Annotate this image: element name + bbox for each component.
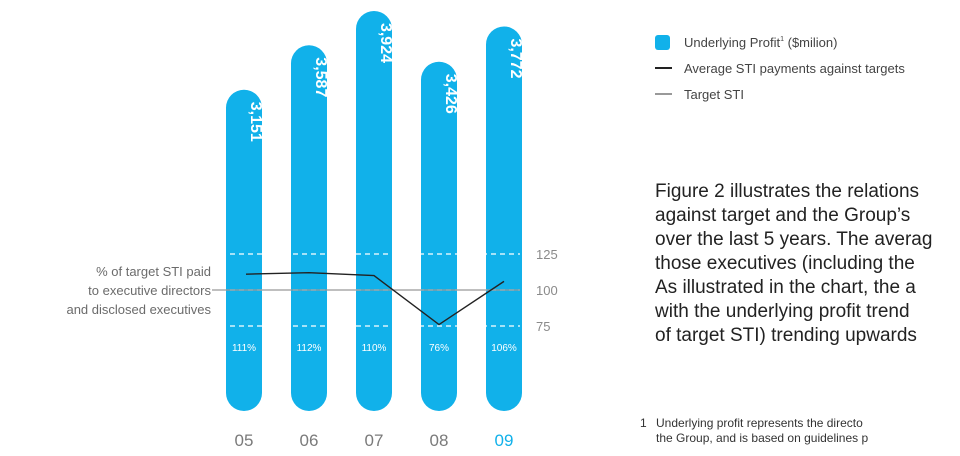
bar-value-label: 3,924 — [377, 23, 394, 63]
legend: Underlying Profit1 ($milion) Average STI… — [655, 29, 905, 107]
x-tick-label: 08 — [430, 431, 449, 450]
x-tick-label: 05 — [235, 431, 254, 450]
x-tick-label: 09 — [495, 431, 514, 450]
bar — [486, 26, 522, 411]
body-line: those executives (including the — [655, 253, 915, 274]
body-line: Figure 2 illustrates the relations — [655, 181, 920, 202]
series-line-average-sti — [245, 272, 505, 326]
bar — [421, 61, 457, 411]
footnote-number: 1 — [640, 416, 647, 430]
legend-line-average-sti — [655, 67, 672, 69]
body-paragraph: Figure 2 illustrates the relations again… — [655, 180, 960, 348]
legend-swatch-profit — [655, 34, 670, 50]
body-line: As illustrated in the chart, the a — [655, 277, 916, 298]
footnote-line: Underlying profit represents the directo — [656, 416, 863, 430]
y2-axis-label: % of target STI paid to executive direct… — [66, 264, 211, 317]
legend-item-profit: Underlying Profit1 ($milion) — [655, 29, 905, 55]
bar-value-label: 3,772 — [507, 38, 524, 78]
footnote-line: the Group, and is based on guidelines p — [656, 431, 869, 445]
sti-percent-label: 76% — [429, 343, 449, 354]
sti-percent-label: 112% — [297, 343, 322, 354]
body-line: against target and the Group’s — [655, 205, 911, 226]
y2-tick-label: 100 — [536, 283, 558, 298]
bar — [226, 89, 262, 411]
legend-label-target-sti: Target STI — [684, 86, 744, 102]
legend-label-average-sti: Average STI payments against targets — [684, 60, 905, 76]
x-tick-label: 06 — [300, 431, 319, 450]
legend-item-target-sti: Target STI — [655, 81, 905, 107]
sti-percent-label: 106% — [491, 343, 517, 354]
sti-percent-label: 111% — [232, 343, 256, 354]
bar-value-label: 3,426 — [442, 74, 459, 114]
footnote: 1 Underlying profit represents the direct… — [640, 416, 868, 446]
y2-tick-label: 75 — [536, 319, 550, 334]
bar — [291, 45, 327, 411]
bar-value-label: 3,587 — [312, 57, 329, 97]
body-line: of target STI) trending upwards — [655, 325, 917, 346]
x-tick-label: 07 — [365, 431, 384, 450]
body-line: over the last 5 years. The averag — [655, 229, 933, 250]
bar-value-label: 3,151 — [247, 102, 264, 142]
y2-tick-label: 125 — [536, 247, 558, 262]
legend-label-profit: Underlying Profit1 ($milion) — [684, 34, 838, 50]
bar — [356, 10, 392, 411]
legend-line-target-sti — [655, 93, 672, 95]
sti-percent-label: 110% — [362, 343, 387, 354]
legend-item-average-sti: Average STI payments against targets — [655, 55, 905, 81]
sti-profit-chart: 125 100 75 3,151 111% 05 3,587 112% 06 3,924 110% 0… — [212, 10, 558, 450]
body-line: with the underlying profit trend — [655, 301, 910, 322]
